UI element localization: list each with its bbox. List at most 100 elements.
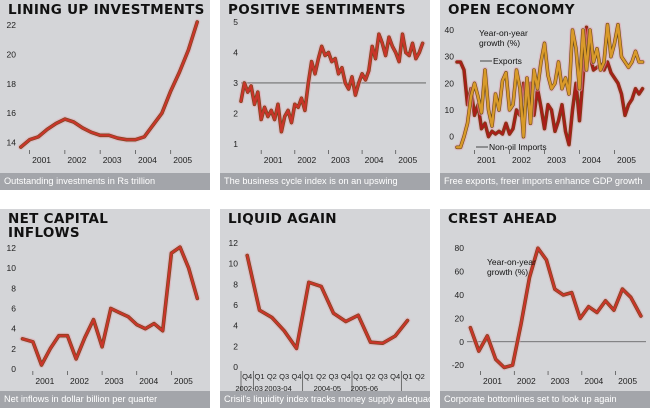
chart-open-economy: 0 10 20 30 40 2001 2002 2003 2004 2005 Year-on-yea… bbox=[445, 21, 646, 165]
series-line bbox=[455, 23, 644, 149]
chart-title: CREST AHEAD bbox=[448, 211, 558, 227]
series-line bbox=[19, 20, 199, 149]
chart-caption: Crisil's liquidity index tracks money su… bbox=[220, 391, 430, 408]
y-tick-label: 40 bbox=[445, 25, 455, 35]
x-tick-label: 2003 bbox=[331, 155, 350, 165]
x-tick-label: Q1 bbox=[254, 372, 264, 381]
x-tick-label: Q1 bbox=[353, 372, 363, 381]
x-tick-label: 2004 bbox=[582, 155, 601, 165]
x-tick-label: 2005 bbox=[617, 155, 636, 165]
x-tick-label: 2001 bbox=[35, 376, 54, 386]
y-tick-label: 22 bbox=[7, 20, 17, 30]
x-tick-label: 2002 bbox=[512, 155, 531, 165]
y-tick-label: 2 bbox=[233, 108, 238, 118]
chart-panel-crest-ahead: -20 0 20 40 60 80 2001 2002 2003 2004 2005 Year-on-… bbox=[440, 209, 650, 408]
chart-caption: Net inflows in dollar billion per quarte… bbox=[0, 391, 210, 408]
x-tick-label: Q3 bbox=[378, 372, 388, 381]
y-tick-label: 18 bbox=[7, 79, 17, 89]
x-tick-label: Q2 bbox=[316, 372, 326, 381]
y-tick-label: 60 bbox=[455, 267, 465, 277]
year-group-label: 2002-03 bbox=[235, 384, 263, 393]
chart-panel-capital-inflows: 0 2 4 6 8 10 12 2001 2002 2003 2004 2005 NET CAPITA… bbox=[0, 209, 210, 408]
y-tick-label: 80 bbox=[455, 243, 465, 253]
x-tick-label: 2004 bbox=[139, 376, 158, 386]
y-tick-label: 6 bbox=[233, 300, 238, 310]
y-tick-label: 0 bbox=[11, 364, 16, 374]
y-tick-label: 10 bbox=[445, 105, 455, 115]
chart-sentiments: 1 2 3 4 5 2001 2002 2003 2004 2005 bbox=[233, 17, 426, 165]
x-tick-label: 2004 bbox=[138, 155, 157, 165]
series-line bbox=[246, 254, 409, 350]
y-tick-label: 2 bbox=[11, 344, 16, 354]
annotation-text: growth (%) bbox=[487, 267, 528, 277]
x-tick-label: 2002 bbox=[70, 376, 89, 386]
y-tick-label: 1 bbox=[233, 139, 238, 149]
chart-title: LINING UP INVESTMENTS bbox=[8, 2, 205, 18]
year-group-label: 2005-06 bbox=[351, 384, 379, 393]
y-tick-label: 40 bbox=[455, 290, 465, 300]
x-tick-label: Q4 bbox=[341, 372, 351, 381]
x-tick-label: 2005 bbox=[398, 155, 417, 165]
x-tick-label: Q4 bbox=[390, 372, 400, 381]
chart-panel-investments: 14 16 18 20 22 2001 2002 2003 2004 2005 LINING UP… bbox=[0, 0, 210, 190]
x-tick-label: Q2 bbox=[415, 372, 425, 381]
y-tick-label: -20 bbox=[452, 360, 465, 370]
x-tick-label: Q2 bbox=[365, 372, 375, 381]
x-tick-label: 2002 bbox=[517, 376, 536, 386]
chart-title: LIQUID AGAIN bbox=[228, 211, 337, 227]
y-tick-label: 8 bbox=[233, 279, 238, 289]
chart-crest-ahead: -20 0 20 40 60 80 2001 2002 2003 2004 2005 Year-on-… bbox=[452, 243, 646, 386]
chart-caption: Corporate bottomlines set to look up aga… bbox=[440, 391, 650, 408]
x-tick-label: Q3 bbox=[328, 372, 338, 381]
y-tick-label: 4 bbox=[233, 47, 238, 57]
x-tick-label: Q1 bbox=[402, 372, 412, 381]
year-group-label: 2003-04 bbox=[264, 384, 292, 393]
chart-investments: 14 16 18 20 22 2001 2002 2003 2004 2005 bbox=[7, 19, 201, 165]
y-tick-label: 0 bbox=[459, 337, 464, 347]
y-tick-label: 2 bbox=[233, 341, 238, 351]
chart-title: OPEN ECONOMY bbox=[448, 2, 575, 18]
chart-capital-inflows: 0 2 4 6 8 10 12 2001 2002 2003 2004 2005 bbox=[7, 243, 201, 386]
x-tick-label: 2001 bbox=[483, 376, 502, 386]
y-tick-label: 3 bbox=[233, 78, 238, 88]
x-tick-label: Q2 bbox=[267, 372, 277, 381]
series-label-imports: Non-oil Imports bbox=[489, 142, 547, 152]
y-tick-label: 12 bbox=[7, 243, 17, 253]
y-tick-label: 20 bbox=[455, 313, 465, 323]
chart-title: POSITIVE SENTIMENTS bbox=[228, 2, 406, 18]
chart-title: NET CAPITAL INFLOWS bbox=[8, 211, 109, 241]
x-tick-label: 2002 bbox=[67, 155, 86, 165]
x-tick-label: 2003 bbox=[551, 376, 570, 386]
x-tick-label: 2004 bbox=[365, 155, 384, 165]
y-tick-label: 10 bbox=[7, 263, 17, 273]
y-tick-label: 6 bbox=[11, 304, 16, 314]
x-tick-label: 2001 bbox=[477, 155, 496, 165]
year-group-label: 2004-05 bbox=[314, 384, 342, 393]
x-tick-label: Q3 bbox=[279, 372, 289, 381]
series-line bbox=[239, 33, 424, 133]
chart-panel-sentiments: 1 2 3 4 5 2001 2002 2003 2004 2005 POSITIVE SENTI… bbox=[220, 0, 430, 190]
x-tick-label: Q1 bbox=[304, 372, 314, 381]
x-tick-label: 2002 bbox=[297, 155, 316, 165]
x-tick-label: Q4 bbox=[242, 372, 252, 381]
series-line bbox=[21, 245, 199, 367]
series-line bbox=[455, 26, 644, 146]
x-tick-label: 2003 bbox=[547, 155, 566, 165]
x-tick-label: 2003 bbox=[103, 155, 122, 165]
series-line bbox=[469, 247, 643, 369]
y-tick-label: 10 bbox=[229, 259, 239, 269]
x-tick-label: 2005 bbox=[173, 155, 192, 165]
y-tick-label: 0 bbox=[449, 132, 454, 142]
annotation-text: Year-on-year bbox=[487, 257, 536, 267]
y-tick-label: 14 bbox=[7, 138, 17, 148]
y-tick-label: 5 bbox=[233, 17, 238, 27]
chart-caption: The business cycle index is on an upswin… bbox=[220, 173, 430, 190]
x-tick-label: 2003 bbox=[105, 376, 124, 386]
chart-caption: Free exports, freer imports enhance GDP … bbox=[440, 173, 650, 190]
x-tick-label: 2005 bbox=[618, 376, 637, 386]
x-tick-label: 2004 bbox=[584, 376, 603, 386]
y-tick-label: 4 bbox=[11, 324, 16, 334]
x-tick-label: 2001 bbox=[32, 155, 51, 165]
annotation-text: growth (%) bbox=[479, 38, 520, 48]
